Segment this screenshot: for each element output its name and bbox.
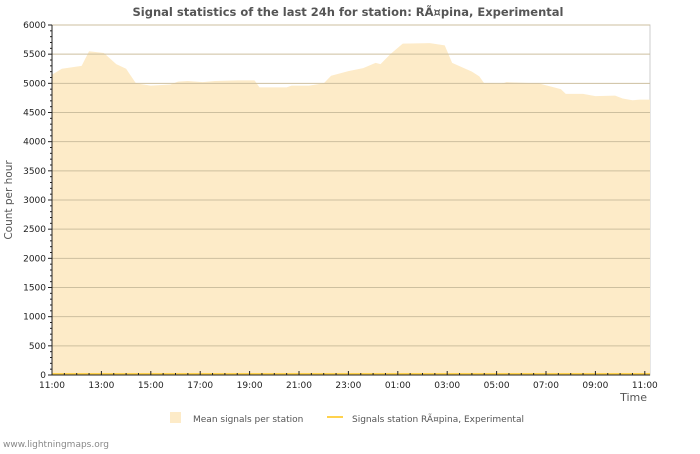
x-axis-label: Time bbox=[619, 391, 647, 404]
y-axis-label: Count per hour bbox=[3, 160, 15, 240]
legend: Mean signals per station Signals station… bbox=[170, 412, 524, 425]
x-tick-label: 03:00 bbox=[434, 381, 460, 391]
y-tick-label: 4000 bbox=[23, 138, 46, 148]
x-tick-label: 17:00 bbox=[187, 381, 213, 391]
y-tick-label: 0 bbox=[40, 371, 46, 381]
y-tick-label: 3000 bbox=[23, 196, 46, 206]
x-tick-label: 19:00 bbox=[237, 381, 263, 391]
y-tick-label: 500 bbox=[29, 342, 46, 352]
mean-signals-area bbox=[52, 43, 650, 375]
x-tick-label: 13:00 bbox=[88, 381, 114, 391]
y-tick-label: 6000 bbox=[23, 21, 46, 31]
y-tick-label: 1000 bbox=[23, 313, 46, 323]
x-tick-label: 23:00 bbox=[335, 381, 361, 391]
y-tick-label: 5500 bbox=[23, 50, 46, 60]
x-tick-label: 01:00 bbox=[385, 381, 411, 391]
x-tick-label: 11:00 bbox=[632, 381, 658, 391]
legend-label-station: Signals station RÃ¤pina, Experimental bbox=[352, 414, 524, 425]
legend-swatch-mean bbox=[170, 412, 181, 423]
x-tick-label: 11:00 bbox=[39, 381, 65, 391]
x-tick-label: 09:00 bbox=[582, 381, 608, 391]
x-tick-label: 07:00 bbox=[533, 381, 559, 391]
y-tick-label: 1500 bbox=[23, 284, 46, 294]
y-tick-label: 2500 bbox=[23, 225, 46, 235]
legend-label-mean: Mean signals per station bbox=[193, 415, 303, 425]
x-tick-label: 15:00 bbox=[138, 381, 164, 391]
y-tick-label: 5000 bbox=[23, 79, 46, 89]
chart-title: Signal statistics of the last 24h for st… bbox=[133, 4, 564, 19]
y-tick-label: 4500 bbox=[23, 109, 46, 119]
footer-link[interactable]: www.lightningmaps.org bbox=[3, 440, 109, 450]
x-tick-label: 21:00 bbox=[286, 381, 312, 391]
y-tick-label: 2000 bbox=[23, 254, 46, 264]
x-tick-label: 05:00 bbox=[484, 381, 510, 391]
y-tick-label: 3500 bbox=[23, 167, 46, 177]
